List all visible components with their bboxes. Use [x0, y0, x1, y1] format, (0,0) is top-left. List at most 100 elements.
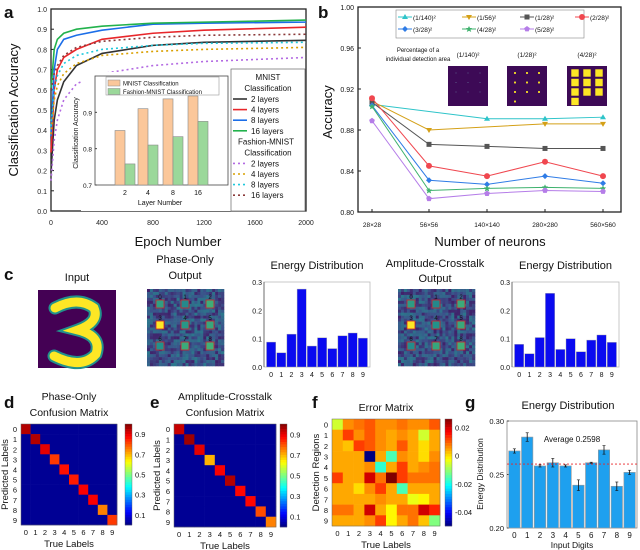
- y-tick-label: 0.84: [340, 169, 354, 176]
- noise-pixel: [469, 289, 473, 293]
- colorbar-segment: [125, 454, 132, 458]
- noise-pixel: [218, 357, 222, 361]
- noise-pixel: [451, 318, 455, 322]
- y-tick-label: 0: [324, 420, 328, 429]
- detector-label: 5: [459, 316, 463, 322]
- heatmap-cell: [194, 516, 205, 528]
- noise-pixel: [170, 297, 174, 302]
- x-tick-label: 9: [627, 531, 632, 540]
- x-tick-label: 4: [558, 372, 562, 379]
- x-tick-label: 1: [527, 372, 531, 379]
- noise-pixel: [188, 336, 192, 340]
- noise-pixel: [176, 336, 180, 340]
- noise-pixel: [149, 318, 154, 322]
- heatmap-cell: [30, 424, 41, 435]
- detector-label: 1: [434, 295, 438, 301]
- marker-square: [484, 143, 490, 149]
- noise-pixel: [147, 300, 151, 305]
- heatmap-cell: [40, 444, 51, 455]
- noise-pixel: [451, 336, 455, 340]
- heatmap-cell: [353, 483, 365, 495]
- noise-pixel: [439, 360, 443, 364]
- noise-pixel: [167, 294, 171, 299]
- noise-pixel: [182, 363, 186, 367]
- colorbar-segment: [445, 437, 452, 441]
- marker-diamond: [484, 181, 490, 188]
- heatmap-cell: [78, 434, 89, 445]
- noise-pixel: [415, 363, 420, 367]
- heatmap-cell: [40, 474, 51, 485]
- colorbar-segment: [445, 488, 452, 492]
- noise-pixel: [424, 342, 428, 346]
- detector-label: 7: [183, 337, 187, 343]
- heatmap-cell: [418, 504, 430, 516]
- noise-pixel: [173, 351, 177, 355]
- noise-pixel: [200, 315, 204, 319]
- noise-pixel: [430, 294, 434, 299]
- noise-pixel: [179, 333, 183, 337]
- chart-title: Energy Distribution: [271, 260, 364, 272]
- noise-pixel: [412, 315, 417, 319]
- noise-pixel: [466, 348, 470, 352]
- colorbar-segment: [125, 479, 132, 483]
- heatmap-cell: [407, 451, 419, 463]
- noise-pixel: [212, 336, 216, 340]
- noise-pixel: [403, 291, 408, 296]
- noise-pixel: [424, 315, 428, 319]
- heatmap-cell: [184, 465, 195, 476]
- noise-pixel: [185, 333, 189, 337]
- inset-bar-mnist: [137, 108, 149, 186]
- colorbar-segment: [125, 514, 132, 518]
- noise-pixel: [176, 297, 180, 302]
- noise-pixel: [197, 357, 201, 361]
- heatmap-cell: [407, 440, 419, 452]
- noise-pixel: [415, 297, 420, 302]
- noise-pixel: [161, 309, 166, 313]
- x-tick-label: 1: [346, 529, 350, 538]
- legend-group-title: MNIST: [256, 73, 281, 82]
- heatmap-cell: [429, 515, 441, 527]
- noise-pixel: [161, 363, 166, 367]
- heatmap-cell: [386, 515, 398, 527]
- noise-pixel: [424, 330, 428, 334]
- noise-pixel: [469, 315, 473, 319]
- noise-pixel: [209, 294, 213, 299]
- inset-x-tick-label: 8: [171, 190, 175, 197]
- colorbar-segment: [125, 426, 132, 430]
- noise-pixel: [436, 297, 440, 302]
- chart-title: Energy Distribution: [519, 260, 612, 272]
- noise-pixel: [185, 339, 189, 343]
- noise-pixel: [152, 354, 157, 358]
- heatmap-cell: [245, 496, 256, 507]
- noise-pixel: [421, 312, 425, 316]
- noise-pixel: [164, 336, 169, 340]
- noise-pixel: [161, 357, 166, 361]
- noise-pixel: [433, 309, 437, 313]
- noise-pixel: [433, 294, 437, 299]
- noise-pixel: [164, 342, 169, 346]
- marker-pentagon: [542, 187, 548, 193]
- noise-pixel: [170, 321, 174, 325]
- noise-pixel: [221, 360, 225, 364]
- noise-pixel: [209, 339, 213, 343]
- heatmap-cell: [407, 429, 419, 441]
- noise-pixel: [176, 348, 180, 352]
- y-axis-label: Predicted Labels: [152, 440, 163, 511]
- noise-pixel: [170, 318, 174, 322]
- detector-region: [431, 299, 441, 309]
- noise-pixel: [170, 342, 174, 346]
- noise-pixel: [209, 312, 213, 316]
- noise-pixel: [398, 324, 402, 328]
- detector-region: [180, 341, 190, 351]
- colorbar-segment: [125, 446, 132, 450]
- noise-pixel: [203, 339, 207, 343]
- noise-pixel: [147, 360, 151, 364]
- colorbar-segment: [280, 488, 287, 492]
- heatmap-cell: [235, 485, 246, 497]
- noise-pixel: [149, 306, 154, 311]
- noise-pixel: [182, 289, 186, 293]
- x-tick-label: 7: [589, 372, 593, 379]
- bar: [514, 344, 525, 368]
- noise-pixel: [466, 342, 470, 346]
